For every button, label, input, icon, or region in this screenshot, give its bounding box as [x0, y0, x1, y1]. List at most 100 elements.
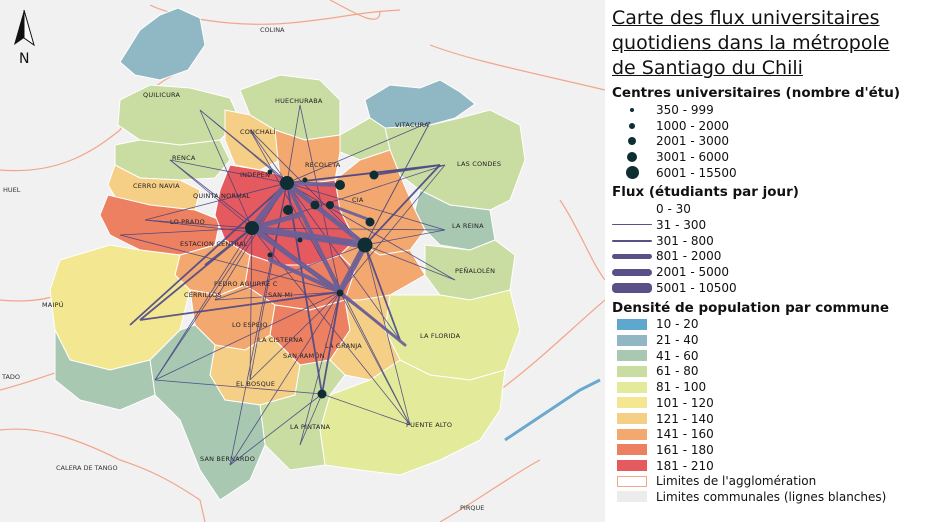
north-arrow-left	[14, 10, 24, 45]
label-calera-de-tango: CALERA DE TANGO	[56, 464, 118, 472]
title-line-2: quotidiens dans la métropole	[612, 32, 890, 54]
flows-legend-item: 0 - 30	[656, 202, 691, 217]
density-swatch	[617, 318, 647, 330]
label-maipu: MAIPÚ	[42, 300, 64, 309]
density-swatch	[617, 413, 647, 425]
label-cerrillos: CERRILLOS	[184, 291, 222, 299]
label-huechuraba: HUECHURABA	[275, 97, 323, 105]
density-legend-item: 101 - 120	[612, 395, 924, 411]
density-legend-item: 61 - 80	[612, 364, 924, 380]
label-renca: RENCA	[172, 154, 196, 162]
centers-legend-item: 6001 - 15500	[612, 165, 924, 181]
label-pirque: PIRQUE	[460, 504, 484, 512]
label-las-condes: LAS CONDES	[457, 160, 501, 168]
density-swatch	[617, 460, 647, 472]
communes-layer	[49, 7, 526, 501]
center-node	[245, 221, 259, 235]
flows-legend-item: 5001 - 10500	[612, 280, 924, 296]
density-swatch	[617, 365, 647, 377]
region-boundaries	[0, 0, 605, 522]
density-swatch	[617, 350, 647, 362]
flow-width-icon	[612, 268, 652, 276]
label-conchali: CONCHALÍ	[240, 127, 276, 136]
density-swatch	[617, 397, 647, 409]
center-node	[317, 389, 327, 399]
label-lo-prado: LO PRADO	[170, 218, 205, 226]
center-size-icon	[628, 137, 636, 146]
north-arrow: N	[14, 9, 35, 67]
commune-conchali	[224, 109, 281, 171]
flows-legend-item: 801 - 2000	[612, 249, 924, 265]
center-node	[365, 217, 375, 227]
commune-labels: COLINA QUILICURA HUECHURABA VITACURA CON…	[1, 26, 501, 512]
label-colina: COLINA	[260, 26, 285, 34]
river	[504, 378, 601, 442]
centers-legend-item: 3001 - 6000	[612, 149, 924, 165]
commune-colina	[119, 7, 206, 81]
center-node	[267, 169, 273, 175]
density-legend-item: 21 - 40	[612, 332, 924, 348]
centers-legend-item: 1000 - 2000	[612, 118, 924, 134]
label-quilicura: QUILICURA	[143, 91, 180, 99]
label-la-reina: LA REINA	[452, 222, 484, 230]
label-lo-espejo: LO ESPEJO	[232, 321, 268, 329]
university-centers	[245, 169, 379, 399]
flow-width-icon	[612, 224, 652, 226]
label-san-bernardo: SAN BERNARDO	[200, 455, 255, 463]
agglo-legend-item: Limites de l'agglomération	[612, 473, 924, 489]
center-node	[302, 177, 308, 183]
label-penalolen: PEÑALOLÉN	[455, 266, 495, 275]
agglo-swatch	[617, 475, 647, 487]
density-legend-item: 41 - 60	[612, 348, 924, 364]
communal-legend-item: Limites communales (lignes blanches)	[612, 489, 924, 505]
flow-width-icon	[612, 282, 652, 293]
center-node	[357, 237, 373, 253]
centers-legend-item: 2001 - 3000	[612, 133, 924, 149]
center-node	[267, 252, 273, 258]
commune-padre-hurtado	[54, 329, 156, 411]
density-legend-item: 81 - 100	[612, 379, 924, 395]
label-la-pintana: LA PINTANA	[290, 423, 331, 431]
density-legend-title: Densité de population par commune	[612, 299, 890, 316]
legend: Carte des flux universitaires quotidiens…	[612, 6, 924, 518]
label-independencia: INDEPEN	[240, 171, 270, 179]
label-pudahuel: HUEL	[3, 186, 21, 194]
communal-swatch	[617, 491, 647, 503]
center-size-icon	[630, 107, 634, 112]
density-swatch	[617, 334, 647, 346]
label-la-cisterna: LA CISTERNA	[258, 336, 303, 344]
label-padre-hurtado: TADO	[1, 373, 20, 381]
center-node	[280, 176, 294, 190]
label-pac: PEDRO AGUIRRE C	[214, 280, 278, 288]
north-label: N	[19, 51, 29, 67]
centers-legend-title: Centres universitaires (nombre d'étu)	[612, 85, 901, 101]
north-arrow-right	[23, 9, 35, 47]
center-node	[335, 180, 345, 190]
flows-legend-item: 2001 - 5000	[612, 264, 924, 280]
label-recoleta: RECOLETA	[305, 161, 341, 169]
flows-legend-title: Flux (étudiants par jour)	[612, 184, 799, 201]
map: COLINA QUILICURA HUECHURABA VITACURA CON…	[0, 0, 605, 522]
label-san-miguel: SAN MI	[268, 291, 292, 299]
density-legend-item: 181 - 210	[612, 458, 924, 474]
center-size-icon	[627, 151, 637, 162]
density-swatch	[617, 444, 647, 456]
medium-flows	[129, 164, 441, 395]
title-line-3: de Santiago du Chili	[612, 57, 803, 79]
centers-legend-item: 350 - 999	[612, 102, 924, 118]
density-legend-item: 141 - 160	[612, 426, 924, 442]
density-legend-item: 161 - 180	[612, 442, 924, 458]
center-node	[297, 237, 303, 243]
flow-width-icon	[612, 253, 652, 259]
flow-width-icon	[612, 239, 652, 242]
label-providencia: CIA	[352, 196, 364, 204]
center-node	[326, 201, 334, 209]
commune-puente-alto	[319, 359, 506, 476]
label-la-florida: LA FLORIDA	[420, 332, 461, 340]
label-puente-alto: PUENTE ALTO	[406, 421, 452, 429]
density-legend-item: 121 - 140	[612, 411, 924, 427]
label-estacion-central: ESTACION CENTRAL	[180, 240, 248, 248]
center-node	[369, 170, 379, 180]
map-title: Carte des flux universitaires quotidiens…	[612, 6, 924, 81]
center-size-icon	[625, 166, 639, 180]
